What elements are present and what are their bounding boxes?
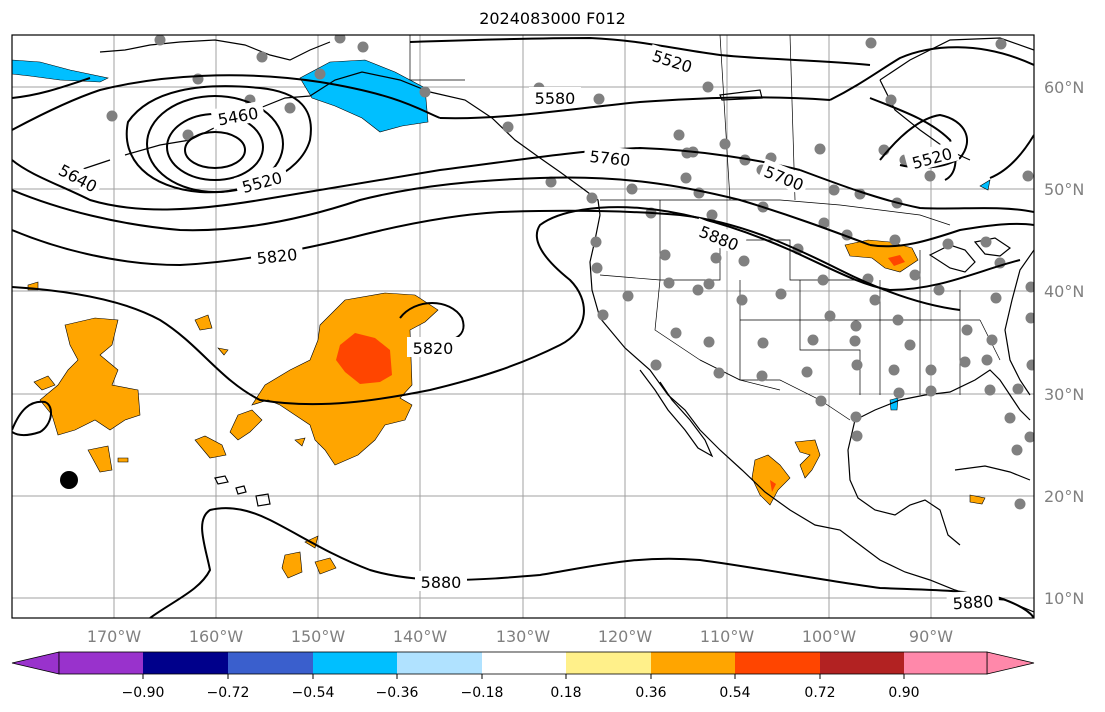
colorbar-tick-label: −0.36 — [376, 685, 419, 701]
colorbar: −0.90 −0.72 −0.54 −0.36 −0.18 0.18 0.36 … — [11, 651, 1035, 701]
lon-label: 160°W — [189, 627, 244, 646]
colorbar-tick-label: 0.36 — [635, 685, 666, 701]
contour-label: 5820 — [256, 245, 298, 268]
longitude-labels: 170°W 160°W 150°W 140°W 130°W 120°W 110°… — [87, 627, 953, 646]
colorbar-bin — [566, 652, 651, 674]
negative-anomaly-areas — [12, 59, 991, 411]
colorbar-bin — [482, 652, 566, 674]
colorbar-bin — [59, 652, 143, 674]
reference-point-marker — [60, 471, 78, 489]
colorbar-extend-low — [11, 651, 60, 675]
lon-label: 100°W — [802, 627, 857, 646]
lat-label: 60°N — [1044, 78, 1084, 97]
lat-label: 30°N — [1044, 385, 1084, 404]
contour-label: 5760 — [589, 147, 631, 170]
strong-positive-anomaly-areas — [336, 255, 905, 492]
lon-label: 110°W — [700, 627, 755, 646]
contour-label: 5880 — [421, 573, 462, 592]
colorbar-bin — [820, 652, 904, 674]
colorbar-tick-label: 0.90 — [888, 685, 919, 701]
colorbar-tick-label: −0.90 — [122, 685, 165, 701]
map-panel: 5520 5580 5460 5640 5520 5760 5700 5520 … — [12, 35, 1034, 618]
height-contours — [12, 36, 1034, 618]
colorbar-bin — [651, 652, 735, 674]
latitude-labels: 60°N 50°N 40°N 30°N 20°N 10°N — [1044, 78, 1084, 608]
colorbar-tick-label: 0.18 — [550, 685, 581, 701]
colorbar-bin — [904, 652, 987, 674]
lon-label: 90°W — [909, 627, 953, 646]
station-markers — [106, 35, 1034, 510]
lat-label: 10°N — [1044, 589, 1084, 608]
lon-label: 120°W — [598, 627, 653, 646]
colorbar-bin — [143, 652, 228, 674]
map-title: 2024083000 F012 — [479, 9, 626, 28]
contour-label: 5880 — [952, 592, 994, 614]
colorbar-tick-label: −0.18 — [461, 685, 504, 701]
colorbar-extend-high — [986, 651, 1035, 675]
colorbar-tick-label: 0.72 — [804, 685, 835, 701]
lat-label: 40°N — [1044, 282, 1084, 301]
colorbar-bin — [397, 652, 482, 674]
contour-labels: 5520 5580 5460 5640 5520 5760 5700 5520 … — [52, 44, 1000, 614]
lon-label: 130°W — [496, 627, 551, 646]
colorbar-bin — [313, 652, 397, 674]
colorbar-tick-label: −0.72 — [207, 685, 250, 701]
colorbar-tick-label: 0.54 — [719, 685, 750, 701]
colorbar-bin — [735, 652, 820, 674]
lon-label: 150°W — [291, 627, 346, 646]
lat-label: 50°N — [1044, 180, 1084, 199]
map-frame — [11, 34, 1035, 619]
contour-label: 5580 — [535, 89, 576, 108]
contour-label: 5820 — [413, 339, 454, 358]
colorbar-bin — [228, 652, 313, 674]
lat-label: 20°N — [1044, 487, 1084, 506]
lon-label: 170°W — [87, 627, 142, 646]
colorbar-tick-label: −0.54 — [292, 685, 335, 701]
lon-label: 140°W — [393, 627, 448, 646]
positive-anomaly-areas — [27, 239, 986, 579]
